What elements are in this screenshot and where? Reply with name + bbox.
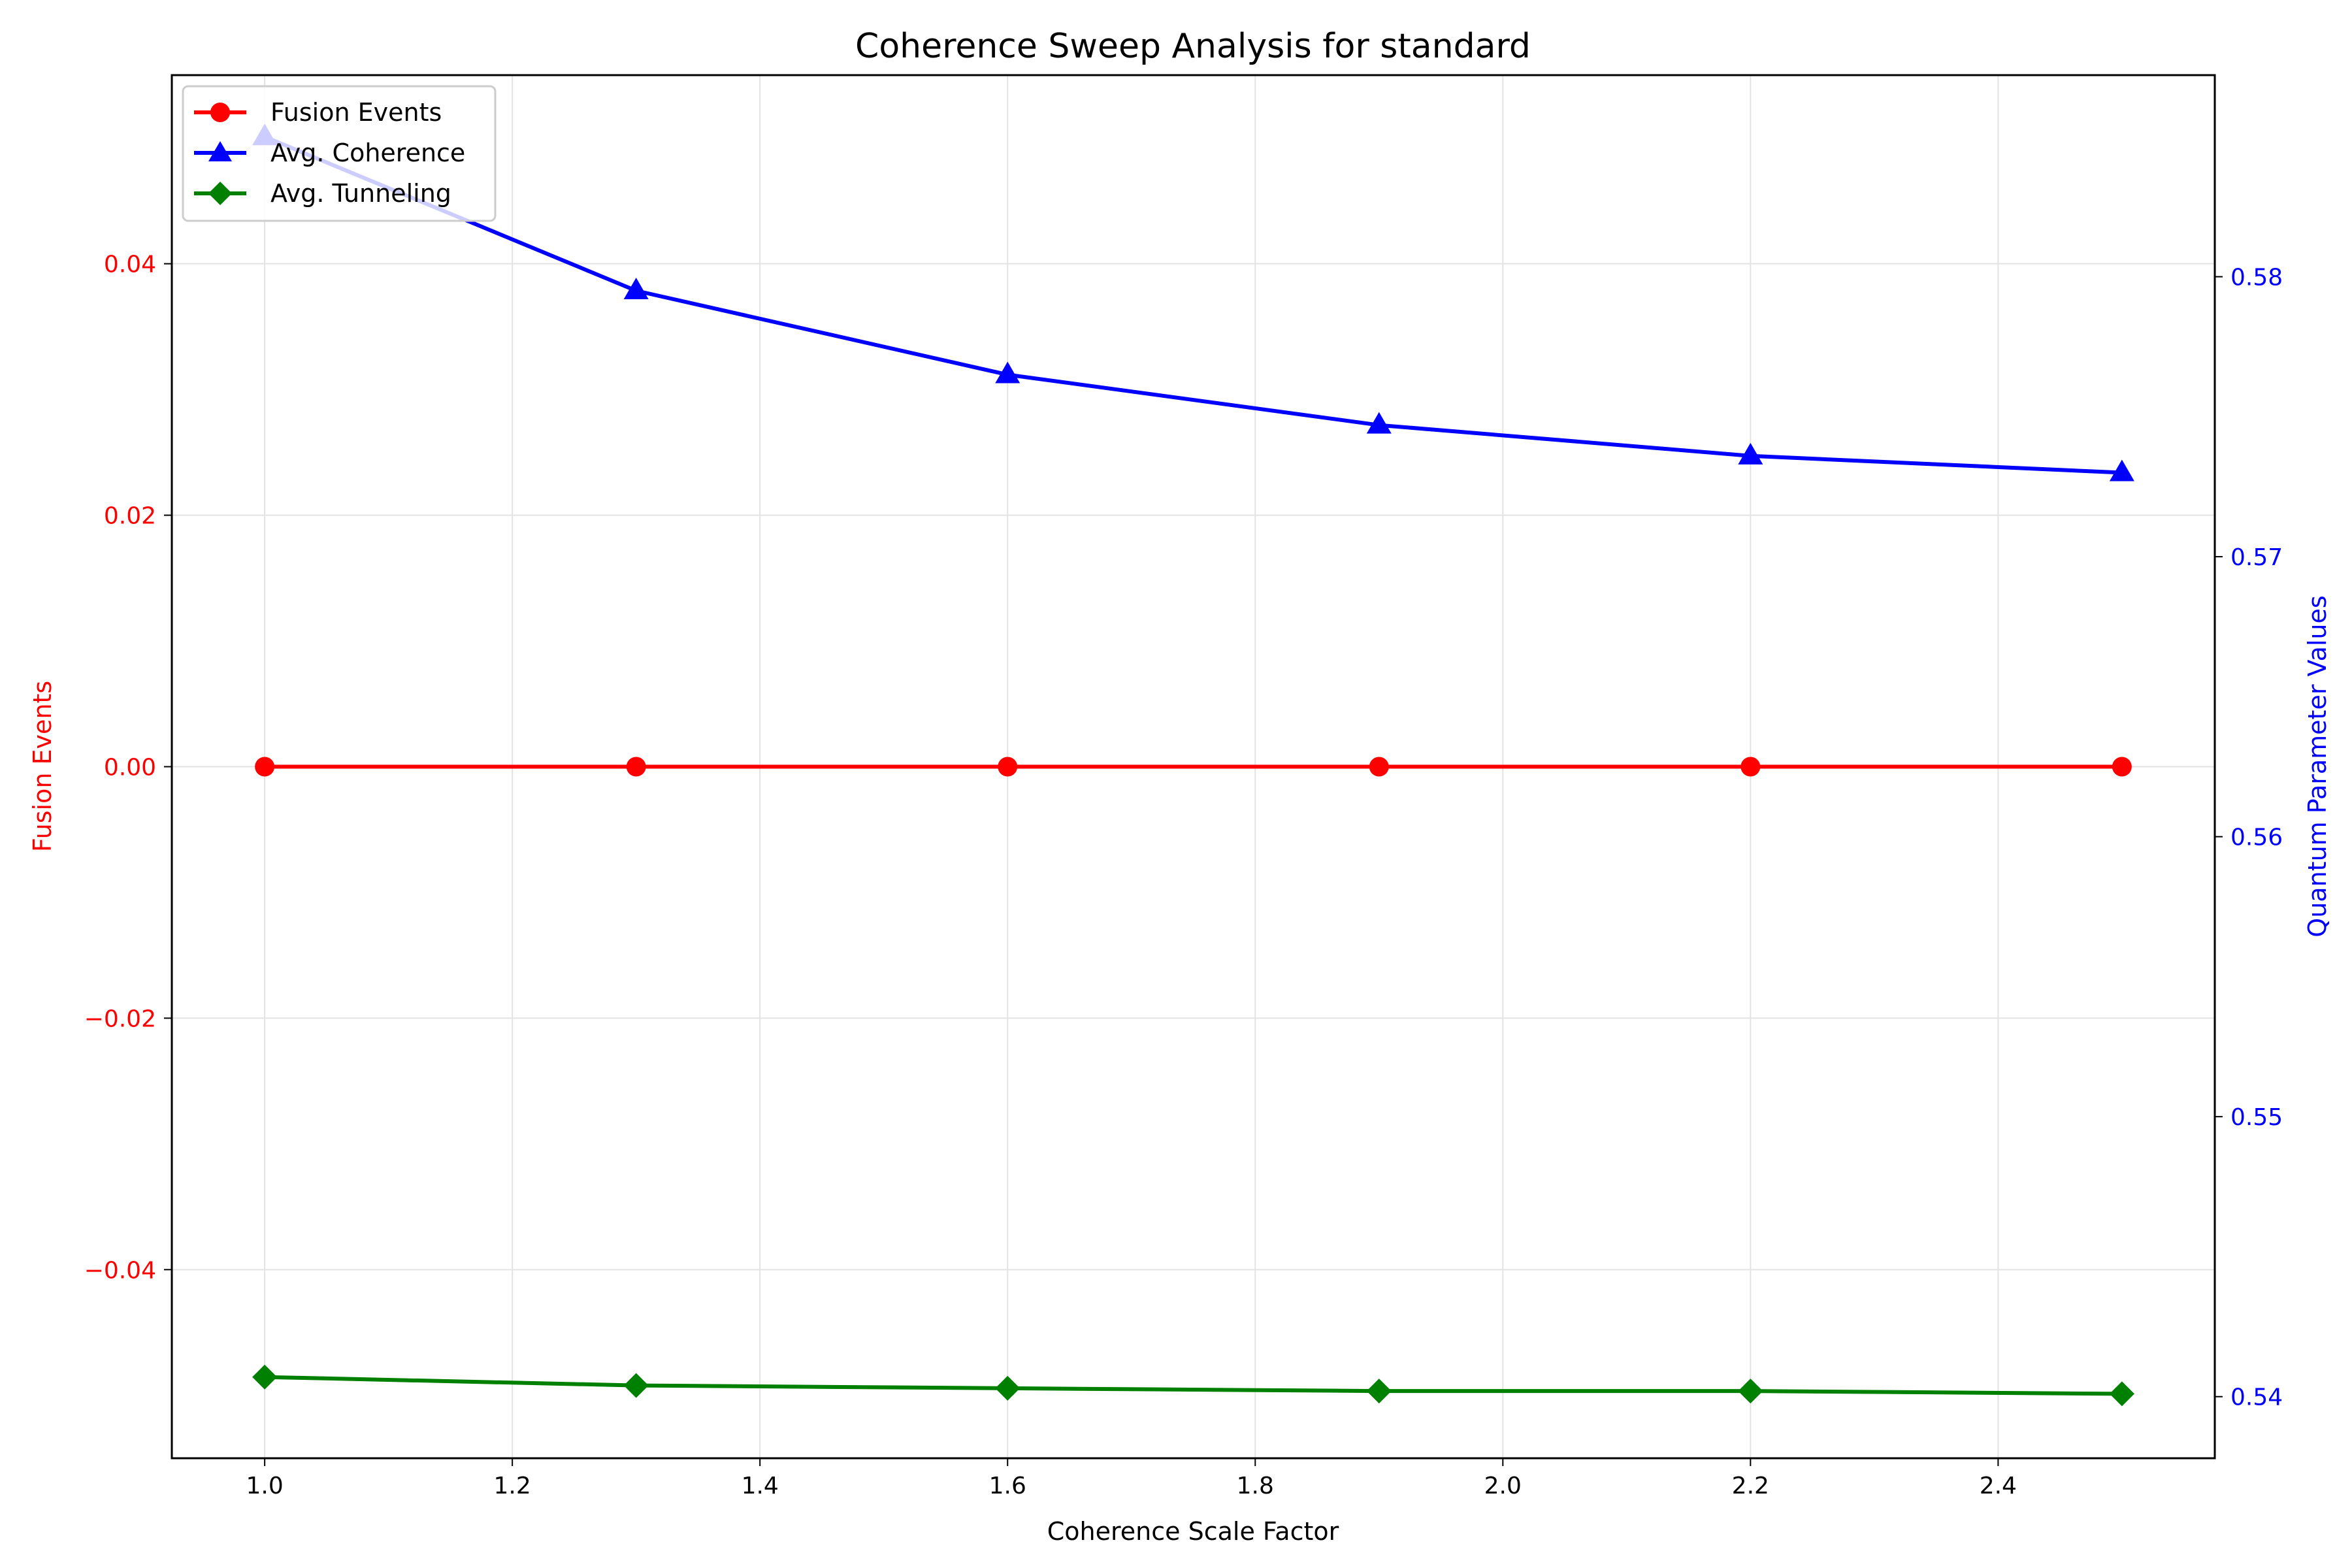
y-left-tick-label: −0.02 [84, 1005, 156, 1032]
chart-title: Coherence Sweep Analysis for standard [855, 27, 1531, 66]
x-tick-label: 1.0 [246, 1473, 284, 1499]
y-left-tick-label: 0.00 [104, 755, 156, 781]
data-point-avg-coherence [1366, 412, 1392, 434]
data-point-avg-coherence [2109, 459, 2134, 482]
y-left-axis-label: Fusion Events [28, 681, 57, 852]
series-avg-tunneling [252, 1364, 2134, 1407]
data-point-fusion-events [998, 757, 1018, 777]
y-left-axis: −0.04 −0.02 0.00 0.02 0.04 [84, 252, 172, 1284]
series-line-avg-coherence [263, 135, 2123, 475]
legend-marker-fusion-events [210, 103, 230, 122]
x-axis: 1.0 1.2 1.4 1.6 1.8 2.0 2.2 2.4 [246, 1458, 2017, 1499]
data-point-avg-tunneling [1366, 1379, 1392, 1404]
series-avg-coherence [252, 123, 2134, 482]
y-left-tick-label: 0.04 [104, 252, 156, 278]
legend-marker-avg-coherence [208, 141, 232, 161]
data-point-avg-tunneling [252, 1364, 278, 1390]
y-right-tick-label: 0.54 [2230, 1384, 2283, 1411]
y-left-tick-label: −0.04 [84, 1257, 156, 1284]
data-point-fusion-events [1740, 757, 1761, 777]
y-right-axis-label: Quantum Parameter Values [2303, 595, 2332, 937]
data-point-avg-tunneling [623, 1373, 649, 1398]
legend: Fusion Events Avg. Coherence Avg. Tunnel… [182, 85, 497, 222]
y-right-tick-label: 0.56 [2230, 825, 2283, 851]
x-tick-label: 2.0 [1484, 1473, 1522, 1499]
x-tick-label: 1.2 [494, 1473, 531, 1499]
legend-marker-avg-tunneling [208, 182, 232, 205]
x-tick-label: 1.4 [742, 1473, 779, 1499]
data-point-avg-tunneling [995, 1375, 1021, 1401]
data-point-avg-coherence [1738, 442, 1763, 465]
legend-item-fusion-events: Fusion Events [194, 98, 442, 127]
x-tick-label: 2.4 [1980, 1473, 2017, 1499]
legend-label-avg-coherence: Avg. Coherence [270, 139, 465, 167]
data-point-avg-tunneling [1738, 1379, 1763, 1404]
x-tick-label: 1.6 [989, 1473, 1026, 1499]
data-point-fusion-events [2112, 757, 2132, 777]
series-line-avg-tunneling [265, 1375, 2122, 1396]
y-right-tick-label: 0.58 [2230, 265, 2283, 291]
data-point-avg-coherence [995, 361, 1021, 384]
x-axis-label: Coherence Scale Factor [1047, 1517, 1339, 1546]
x-tick-label: 1.8 [1237, 1473, 1274, 1499]
data-point-avg-tunneling [2109, 1381, 2134, 1407]
data-point-avg-coherence [623, 277, 649, 299]
data-point-fusion-events [626, 757, 646, 777]
x-tick-label: 2.2 [1732, 1473, 1769, 1499]
y-left-tick-label: 0.02 [104, 503, 156, 530]
data-point-fusion-events [1369, 757, 1389, 777]
y-right-tick-label: 0.55 [2230, 1104, 2283, 1131]
y-right-tick-label: 0.57 [2230, 544, 2283, 571]
y-right-axis: 0.54 0.55 0.56 0.57 0.58 [2215, 265, 2283, 1411]
legend-label-avg-tunneling: Avg. Tunneling [270, 179, 451, 208]
legend-item-avg-coherence: Avg. Coherence [194, 139, 465, 167]
series-layer [252, 123, 2134, 1407]
legend-item-avg-tunneling: Avg. Tunneling [194, 179, 451, 208]
legend-box [182, 85, 497, 222]
legend-label-fusion-events: Fusion Events [270, 98, 442, 127]
series-fusion-events [255, 757, 2132, 777]
data-point-fusion-events [255, 757, 275, 777]
